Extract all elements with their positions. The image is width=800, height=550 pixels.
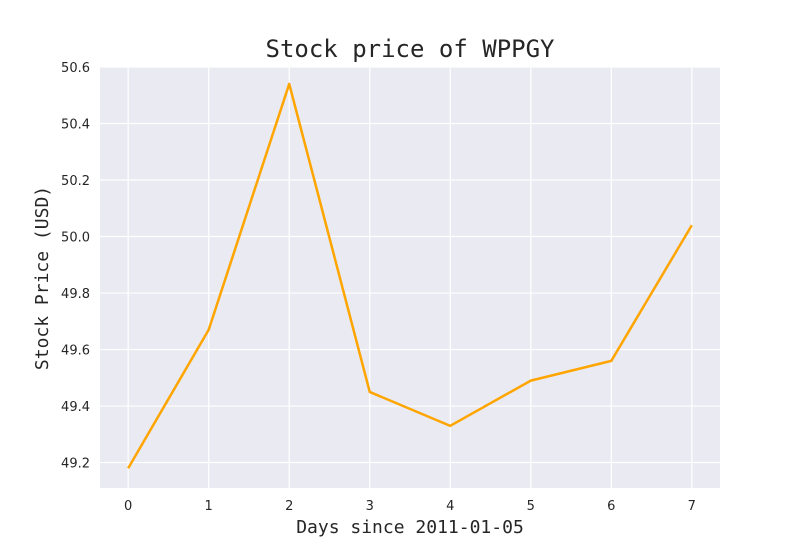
- y-tick-label: 49.8: [61, 287, 90, 302]
- series-line: [127, 82, 693, 469]
- x-tick-label: 0: [124, 499, 132, 514]
- y-tick-label: 50.2: [61, 174, 90, 189]
- chart-title: Stock price of WPPGY: [266, 35, 556, 63]
- x-tick-label: 2: [285, 499, 293, 514]
- y-tick-label: 50.6: [61, 61, 90, 76]
- y-tick-label: 49.4: [61, 400, 90, 415]
- tick-labels: 0 1 2 3 4 5 6 7 49.2 49.4 49.6 49.8 50.0 50.2 50.4 50.6: [61, 61, 696, 514]
- y-tick-label: 49.2: [61, 457, 90, 472]
- y-axis-label: Stock Price (USD): [32, 186, 53, 370]
- x-tick-label: 3: [366, 499, 374, 514]
- y-tick-label: 49.6: [61, 344, 90, 359]
- x-tick-label: 7: [688, 499, 696, 514]
- x-tick-label: 6: [607, 499, 615, 514]
- x-axis-label: Days since 2011-01-05: [296, 517, 524, 538]
- plot-background: [100, 67, 720, 488]
- y-tick-label: 50.0: [61, 231, 90, 246]
- chart-marks: [127, 82, 693, 469]
- x-tick-label: 5: [527, 499, 535, 514]
- grid: [100, 66, 720, 488]
- x-tick-label: 4: [446, 499, 454, 514]
- y-tick-label: 50.4: [61, 118, 90, 133]
- x-tick-label: 1: [205, 499, 213, 514]
